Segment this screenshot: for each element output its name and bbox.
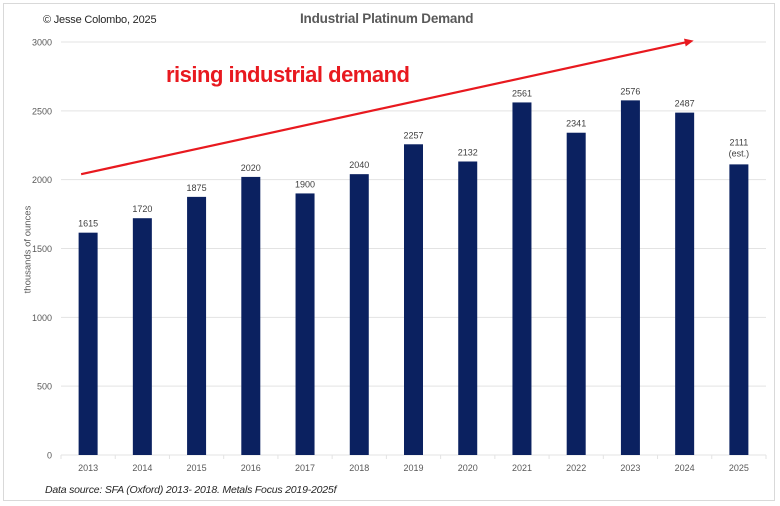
- bar-2013: [78, 232, 98, 455]
- y-tick-label: 0: [47, 451, 52, 461]
- x-tick-label: 2020: [458, 463, 478, 473]
- data-label: 1615: [78, 219, 98, 229]
- data-label: 2040: [349, 160, 369, 170]
- bar-2024: [675, 112, 695, 456]
- data-label: 2020: [241, 163, 261, 173]
- bar-2016: [241, 176, 261, 455]
- x-tick-label: 2023: [620, 463, 640, 473]
- bar-2019: [404, 144, 423, 456]
- bars: [78, 100, 749, 456]
- data-label: 2111: [730, 137, 749, 147]
- trend-arrow-head: [684, 38, 694, 47]
- y-tick-label: 1000: [32, 313, 52, 323]
- y-tick-label: 2000: [32, 175, 52, 185]
- bar-2018: [349, 174, 369, 455]
- bar-2022: [566, 132, 586, 455]
- x-tick-label: 2021: [512, 463, 532, 473]
- x-tick-label: 2017: [295, 463, 315, 473]
- bar-2017: [295, 193, 315, 455]
- data-label: 1900: [295, 179, 315, 189]
- data-labels: 1615 1720 1875 2020 1900 2040 2257 2132 2561 2341…: [78, 86, 749, 228]
- x-tick-label: 2018: [349, 463, 369, 473]
- data-label: 2561: [512, 88, 532, 98]
- x-tick-label: 2016: [241, 463, 261, 473]
- chart-frame: [3, 3, 775, 501]
- x-tick-label: 2025: [729, 463, 749, 473]
- chart-title: Industrial Platinum Demand: [300, 11, 474, 26]
- trend-arrow-line: [80, 40, 688, 176]
- data-label: 1875: [187, 183, 207, 193]
- gridlines: [60, 41, 767, 459]
- copyright-text: © Jesse Colombo, 2025: [43, 14, 157, 26]
- data-label: 2341: [566, 119, 586, 129]
- x-tick-label: 2014: [132, 463, 152, 473]
- data-label: 2132: [458, 147, 478, 157]
- y-tick-label: 2500: [32, 106, 52, 116]
- y-tick-label: 3000: [32, 38, 52, 48]
- bar-2021: [512, 102, 532, 455]
- x-tick-label: 2013: [78, 463, 98, 473]
- data-label: 2487: [675, 99, 695, 109]
- x-axis-ticks: 2013 2014 2015 2016 2017 2018 2019 2020 2021 2022…: [78, 463, 749, 473]
- bar-2015: [187, 196, 207, 455]
- y-tick-label: 1500: [32, 244, 52, 254]
- y-tick-label: 500: [37, 382, 52, 392]
- data-source-note: Data source: SFA (Oxford) 2013- 2018. Me…: [45, 484, 337, 496]
- y-axis-ticks: 0 500 1000 1500 2000 2500 3000: [32, 38, 52, 461]
- trend-arrow: [80, 38, 694, 176]
- data-label: 2576: [620, 86, 640, 96]
- data-label-note: (est.): [729, 148, 750, 158]
- bar-2023: [620, 100, 640, 455]
- bar-2014: [132, 218, 152, 455]
- x-tick-label: 2024: [675, 463, 695, 473]
- x-tick-label: 2019: [403, 463, 423, 473]
- trend-annotation: rising industrial demand: [166, 62, 410, 87]
- bar-2025: [729, 164, 749, 455]
- data-label: 1720: [132, 204, 152, 214]
- x-tick-label: 2015: [187, 463, 207, 473]
- y-axis-label: thousands of ounces: [22, 205, 34, 294]
- bar-2020: [458, 161, 478, 455]
- data-label: 2257: [403, 130, 423, 140]
- x-tick-label: 2022: [566, 463, 586, 473]
